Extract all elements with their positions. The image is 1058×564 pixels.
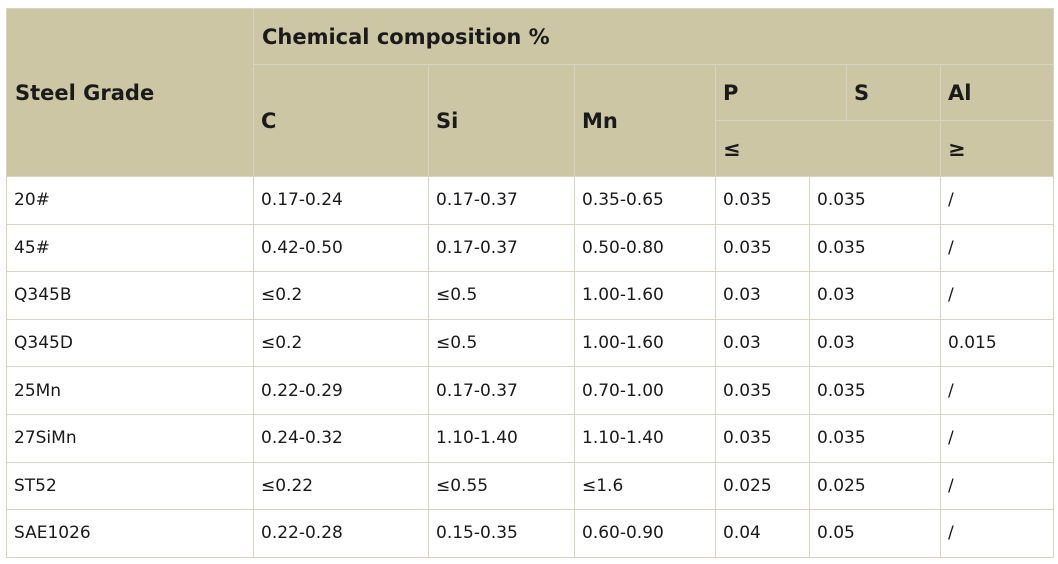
grade-cell: 27SiMn <box>6 413 254 463</box>
al-cell: / <box>939 176 1055 225</box>
al-cell: / <box>939 461 1055 511</box>
p-cell: 0.025 <box>715 461 810 511</box>
ge-header: ≥ <box>939 120 1055 177</box>
table-row: 45# 0.42-0.50 0.17-0.37 0.50-0.80 0.035 … <box>6 223 1055 273</box>
c-cell: ≤0.2 <box>253 271 429 320</box>
table-row: ST52 ≤0.22 ≤0.55 ≤1.6 0.025 0.025 / <box>6 461 1055 511</box>
mn-cell: 1.10-1.40 <box>574 413 716 463</box>
grade-cell: 25Mn <box>6 366 254 415</box>
table-row: 25Mn 0.22-0.29 0.17-0.37 0.70-1.00 0.035… <box>6 366 1055 415</box>
mn-cell: ≤1.6 <box>574 461 716 511</box>
s-cell: 0.035 <box>809 413 941 463</box>
s-cell: 0.035 <box>809 223 941 273</box>
s-cell: 0.035 <box>809 366 941 415</box>
al-cell: / <box>939 509 1055 558</box>
chemical-composition-table: Steel Grade Chemical composition % C Si … <box>6 8 1055 558</box>
mn-cell: 1.00-1.60 <box>574 318 716 368</box>
p-cell: 0.035 <box>715 413 810 463</box>
table-row: 20# 0.17-0.24 0.17-0.37 0.35-0.65 0.035 … <box>6 176 1055 225</box>
p-header: P <box>715 64 847 121</box>
c-cell: 0.22-0.28 <box>253 509 429 558</box>
c-cell: 0.22-0.29 <box>253 366 429 415</box>
si-cell: ≤0.5 <box>428 271 575 320</box>
mn-cell: 0.35-0.65 <box>574 176 716 225</box>
table-body: 20# 0.17-0.24 0.17-0.37 0.35-0.65 0.035 … <box>6 176 1055 558</box>
c-cell: ≤0.2 <box>253 318 429 368</box>
mn-cell: 0.60-0.90 <box>574 509 716 558</box>
si-cell: 0.15-0.35 <box>428 509 575 558</box>
p-cell: 0.04 <box>715 509 810 558</box>
al-cell: 0.015 <box>939 318 1055 368</box>
p-cell: 0.035 <box>715 366 810 415</box>
c-header: C <box>253 64 429 177</box>
grade-cell: 45# <box>6 223 254 273</box>
al-cell: / <box>939 223 1055 273</box>
le-header: ≤ <box>715 120 941 177</box>
p-cell: 0.03 <box>715 271 810 320</box>
si-cell: 0.17-0.37 <box>428 176 575 225</box>
c-cell: 0.24-0.32 <box>253 413 429 463</box>
s-cell: 0.03 <box>809 318 941 368</box>
table-header: Steel Grade Chemical composition % C Si … <box>6 8 1055 177</box>
c-cell: 0.17-0.24 <box>253 176 429 225</box>
grade-cell: Q345D <box>6 318 254 368</box>
table-row: Q345D ≤0.2 ≤0.5 1.00-1.60 0.03 0.03 0.01… <box>6 318 1055 368</box>
grade-cell: 20# <box>6 176 254 225</box>
s-cell: 0.05 <box>809 509 941 558</box>
mn-cell: 0.50-0.80 <box>574 223 716 273</box>
s-header: S <box>846 64 941 121</box>
steel-grade-header: Steel Grade <box>6 8 254 177</box>
si-cell: 1.10-1.40 <box>428 413 575 463</box>
si-cell: 0.17-0.37 <box>428 366 575 415</box>
mn-header: Mn <box>574 64 716 177</box>
si-cell: ≤0.55 <box>428 461 575 511</box>
table-row: SAE1026 0.22-0.28 0.15-0.35 0.60-0.90 0.… <box>6 509 1055 558</box>
composition-table-wrapper: Steel Grade Chemical composition % C Si … <box>6 8 1055 558</box>
mn-cell: 0.70-1.00 <box>574 366 716 415</box>
table-row: Q345B ≤0.2 ≤0.5 1.00-1.60 0.03 0.03 / <box>6 271 1055 320</box>
p-cell: 0.035 <box>715 223 810 273</box>
mn-cell: 1.00-1.60 <box>574 271 716 320</box>
s-cell: 0.025 <box>809 461 941 511</box>
al-cell: / <box>939 271 1055 320</box>
al-header: Al <box>939 64 1055 121</box>
al-cell: / <box>939 366 1055 415</box>
grade-cell: ST52 <box>6 461 254 511</box>
si-header: Si <box>428 64 575 177</box>
grade-cell: SAE1026 <box>6 509 254 558</box>
al-cell: / <box>939 413 1055 463</box>
s-cell: 0.035 <box>809 176 941 225</box>
grade-cell: Q345B <box>6 271 254 320</box>
p-cell: 0.035 <box>715 176 810 225</box>
chemical-composition-header: Chemical composition % <box>252 8 1055 65</box>
si-cell: 0.17-0.37 <box>428 223 575 273</box>
c-cell: ≤0.22 <box>253 461 429 511</box>
s-cell: 0.03 <box>809 271 941 320</box>
p-cell: 0.03 <box>715 318 810 368</box>
c-cell: 0.42-0.50 <box>253 223 429 273</box>
table-row: 27SiMn 0.24-0.32 1.10-1.40 1.10-1.40 0.0… <box>6 413 1055 463</box>
si-cell: ≤0.5 <box>428 318 575 368</box>
